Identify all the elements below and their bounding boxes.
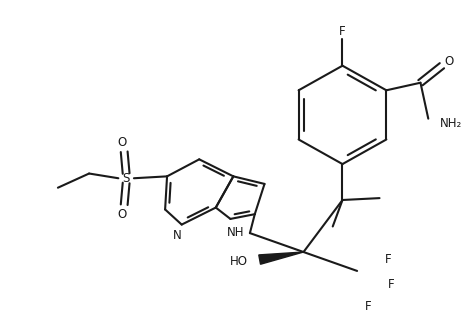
Text: O: O [118,208,127,221]
Polygon shape [259,252,304,264]
Text: F: F [365,300,372,313]
Text: F: F [384,253,391,266]
Text: HO: HO [230,255,248,268]
Text: O: O [118,136,127,149]
Text: O: O [444,55,453,69]
Text: F: F [388,278,395,291]
Text: S: S [122,172,130,185]
Text: NH₂: NH₂ [440,117,462,130]
Text: NH: NH [226,226,244,239]
Text: F: F [339,25,346,38]
Text: N: N [172,229,181,243]
